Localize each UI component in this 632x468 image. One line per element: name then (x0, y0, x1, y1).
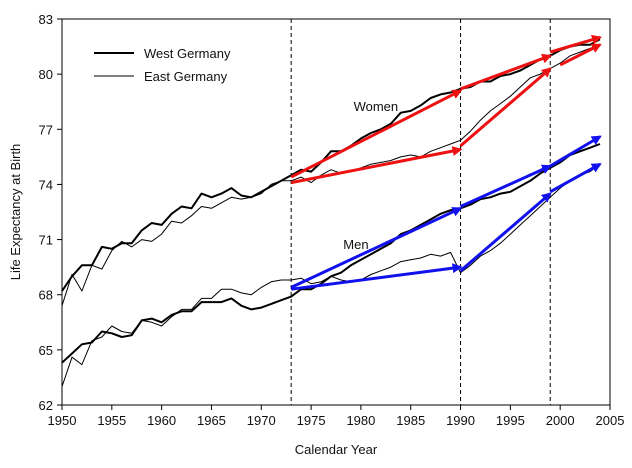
x-tick-label-1955: 1955 (97, 413, 126, 428)
trend-arrow-men-7 (290, 263, 463, 291)
y-tick-label-65: 65 (39, 343, 53, 358)
trend-arrow-women-2 (290, 89, 463, 179)
x-tick-label-1985: 1985 (396, 413, 425, 428)
x-tick-label-1990: 1990 (446, 413, 475, 428)
y-tick-label-68: 68 (39, 288, 53, 303)
x-tick-label-2005: 2005 (596, 413, 625, 428)
trend-arrow-men-9 (459, 192, 552, 272)
x-tick-label-1995: 1995 (496, 413, 525, 428)
annotation-women: Women (354, 99, 399, 114)
x-tick-label-1960: 1960 (147, 413, 176, 428)
trend-arrow-women-6 (549, 34, 602, 54)
y-tick-label-83: 83 (39, 12, 53, 27)
trend-arrow-women-4 (460, 53, 553, 91)
x-tick-label-2000: 2000 (546, 413, 575, 428)
y-tick-label-71: 71 (39, 233, 53, 248)
trend-arrow-men-11 (549, 162, 602, 194)
x-tick-label-1975: 1975 (297, 413, 326, 428)
y-tick-label-74: 74 (39, 177, 53, 192)
trend-arrow-men-12 (549, 135, 602, 168)
annotations: Women Men (343, 99, 398, 252)
trend-arrow-men-8 (290, 206, 463, 289)
legend: West Germany East Germany (94, 46, 231, 84)
trend-arrow-women-1 (290, 146, 463, 185)
trend-arrow-women-3 (459, 67, 552, 147)
series-east-germany-women (61, 44, 601, 306)
y-axis-label: Life Expectancy at Birth (8, 144, 23, 281)
x-axis-label: Calendar Year (295, 442, 378, 457)
y-tick-label-80: 80 (39, 67, 53, 82)
x-tick-label-1950: 1950 (48, 413, 77, 428)
annotation-men: Men (343, 237, 368, 252)
series-east-germany-men (61, 163, 601, 387)
y-axis: 62 65 68 71 74 77 80 83 (39, 12, 62, 413)
period-divider-lines (290, 19, 551, 405)
x-tick-label-1970: 1970 (247, 413, 276, 428)
y-tick-label-77: 77 (39, 122, 53, 137)
trend-arrow-women-5 (559, 43, 602, 67)
legend-label-east-germany: East Germany (144, 69, 228, 84)
plot-frame (61, 18, 611, 406)
legend-label-west-germany: West Germany (144, 46, 231, 61)
series-west-germany-women (61, 38, 601, 292)
x-tick-label-1965: 1965 (197, 413, 226, 428)
trend-arrow-men-10 (459, 164, 553, 208)
trend-arrows (290, 34, 602, 291)
x-tick-label-1980: 1980 (346, 413, 375, 428)
x-axis: 1950 1955 1960 1965 1970 1975 1980 1985 1990 1995… (48, 405, 625, 428)
y-tick-label-62: 62 (39, 398, 53, 413)
series-west-germany-men (61, 143, 601, 364)
series-lines (61, 38, 601, 387)
